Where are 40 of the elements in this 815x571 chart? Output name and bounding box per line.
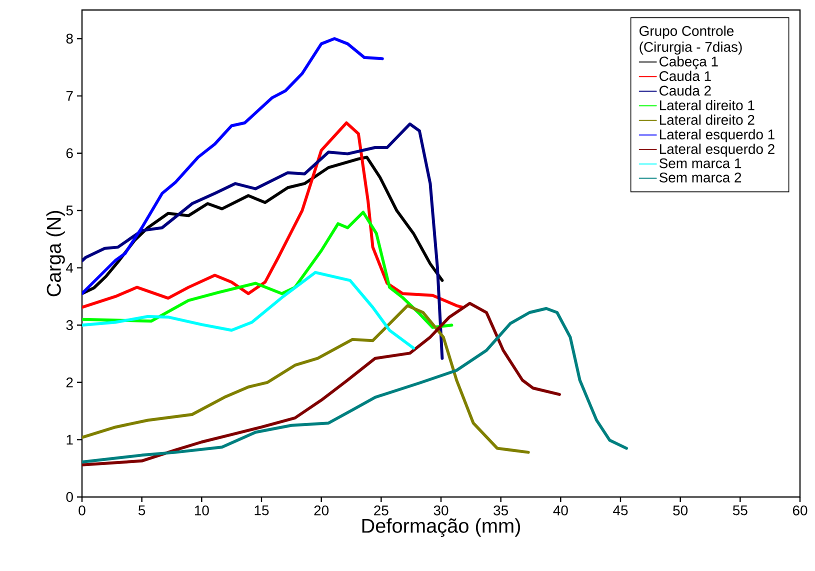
x-tick-label: 15	[254, 506, 269, 516]
line-series	[82, 270, 415, 350]
x-axis-title: Deformação (mm)	[362, 518, 520, 537]
x-tick-label: 25	[374, 506, 388, 516]
legend-label: Cauda 2	[660, 85, 711, 96]
x-tick-label: 40	[553, 506, 568, 516]
y-tick-label: 0	[66, 492, 73, 502]
y-tick-label: 8	[66, 34, 73, 44]
x-tick-label: 10	[194, 506, 209, 516]
x-tick-label: 45	[613, 506, 628, 516]
y-tick-label: 1	[66, 434, 73, 445]
y-axis-title: Carga (N)	[46, 211, 65, 296]
x-tick-label: 30	[434, 506, 448, 516]
x-tick-label: 60	[792, 506, 808, 516]
line-series	[82, 37, 384, 296]
line-series	[82, 210, 454, 329]
x-tick-label: 0	[78, 506, 86, 516]
legend-label: Lateral direito 1	[660, 100, 754, 110]
legend-title: Grupo Controle (Cirurgia - 7dias)	[640, 26, 742, 55]
line-series	[82, 307, 628, 464]
x-tick-label: 35	[494, 506, 508, 516]
x-tick-label: 5	[138, 506, 146, 516]
x-tick-label: 50	[673, 506, 688, 516]
legend-label: Sem marca 2	[659, 172, 742, 182]
x-tick-label: 20	[314, 506, 329, 516]
legend-label: Cabeça 1	[660, 56, 718, 70]
legend-label: Sem marca 1	[659, 158, 742, 168]
legend-label: Lateral esquerdo 2	[660, 144, 774, 157]
y-tick-label: 4	[66, 263, 74, 273]
y-tick-label: 7	[66, 91, 73, 101]
y-tick-label: 2	[66, 378, 73, 388]
y-tick-label: 6	[66, 148, 73, 158]
y-tick-label: 5	[66, 206, 73, 216]
y-tick-label: 3	[66, 320, 73, 330]
line-series	[82, 121, 464, 309]
legend-label: Lateral direito 2	[660, 114, 754, 125]
legend-label: Cauda 1	[660, 70, 711, 82]
line-series	[82, 122, 444, 360]
legend-label: Lateral esquerdo 1	[660, 129, 774, 142]
x-tick-label: 55	[732, 506, 748, 516]
